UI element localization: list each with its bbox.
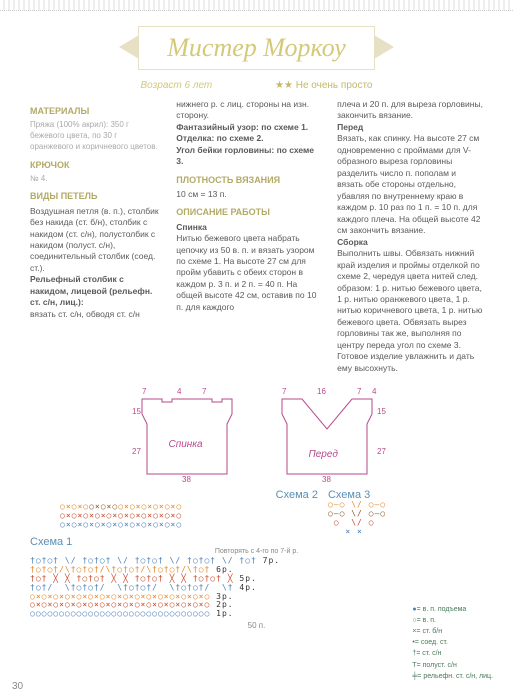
- svg-text:38: 38: [322, 475, 331, 484]
- title-banner: Мистер Моркоу: [0, 26, 513, 70]
- scallop-border: [0, 0, 513, 11]
- page-title: Мистер Моркоу: [138, 26, 375, 70]
- gauge-text: 10 см = 13 п.: [176, 189, 322, 200]
- chart23-row: Схема 2 ○×○×○○×○×○○×○×○×○×○×○ ○×○×○×○×○×…: [0, 489, 513, 536]
- hook-hdr: КРЮЧОК: [30, 159, 161, 171]
- svg-text:7: 7: [142, 387, 147, 396]
- front-schematic: 7 16 7 4 38 27 15 Перед: [267, 384, 387, 484]
- column-1: МАТЕРИАЛЫ Пряжа (100% акрил): 350 г беже…: [30, 99, 161, 374]
- legend-stbn: × = ст. б/н: [412, 626, 493, 637]
- c2-line1: нижнего р. с лиц. стороны на изн. сторон…: [176, 99, 322, 122]
- chart3-box: Схема 3 ○—○ \/ ○—○ ○—○ \/ ○—○ ○ \/ ○ × ×: [328, 489, 483, 536]
- repeat-note: Повторять с 4-го по 7-й р.: [0, 548, 513, 555]
- legend: ● = в. п. подъема ○ = в. п. × = ст. б/н …: [412, 604, 493, 682]
- column-3: плеча и 20 п. для выреза горловины, зако…: [337, 99, 483, 374]
- asm-hdr: Сборка: [337, 237, 483, 248]
- legend-soed: • = соед. ст.: [412, 637, 493, 648]
- svg-text:7: 7: [202, 387, 207, 396]
- c2-otd: Отделка: по схеме 2.: [176, 133, 322, 144]
- svg-text:27: 27: [132, 447, 141, 456]
- age-label: Возраст 6 лет: [140, 80, 212, 91]
- relief-text: вязать ст. с/н, обводя ст. с/н: [30, 309, 161, 320]
- meta-row: Возраст 6 лет ★★ Не очень просто: [0, 80, 513, 91]
- text-columns: МАТЕРИАЛЫ Пряжа (100% акрил): 350 г беже…: [0, 99, 513, 374]
- legend-stsn: † = ст. с/н: [412, 648, 493, 659]
- back-text: Нитью бежевого цвета набрать цепочку из …: [176, 233, 322, 313]
- schematic-row: 7 4 7 38 27 15 Спинка 7 16 7 4 38 27 15 …: [0, 374, 513, 489]
- stitches-hdr: ВИДЫ ПЕТЕЛЬ: [30, 190, 161, 202]
- relief-hdr: Рельефный столбик с накидом, лицевой (ре…: [30, 274, 161, 308]
- chart2-box: Схема 2 ○×○×○○×○×○○×○×○×○×○×○ ○×○×○×○×○×…: [30, 489, 318, 536]
- back-svg: 7 4 7 38 27 15: [127, 384, 247, 484]
- chart3-symbols: ○—○ \/ ○—○ ○—○ \/ ○—○ ○ \/ ○ × ×: [328, 501, 483, 536]
- hook-text: № 4.: [30, 174, 161, 185]
- c2-fant: Фантазийный узор: по схеме 1.: [176, 122, 322, 133]
- legend-relief: ╪ = рельефн. ст. с/н, лиц.: [412, 671, 493, 682]
- svg-text:15: 15: [377, 407, 386, 416]
- svg-text:38: 38: [182, 475, 191, 484]
- stitches-text: Воздушная петля (в. п.), столбик без нак…: [30, 206, 161, 275]
- front-svg: 7 16 7 4 38 27 15: [267, 384, 387, 484]
- difficulty-label: ★★ Не очень просто: [275, 80, 372, 91]
- chart2-title: Схема 2: [30, 489, 318, 501]
- work-hdr: ОПИСАНИЕ РАБОТЫ: [176, 206, 322, 218]
- gauge-hdr: ПЛОТНОСТЬ ВЯЗАНИЯ: [176, 174, 322, 186]
- column-2: нижнего р. с лиц. стороны на изн. сторон…: [176, 99, 322, 374]
- back-schematic: 7 4 7 38 27 15 Спинка: [127, 384, 247, 484]
- asm-text: Выполнить швы. Обвязать нижний край изде…: [337, 248, 483, 374]
- back-label: Спинка: [169, 439, 203, 450]
- chart1-title: Схема 1: [30, 536, 513, 548]
- c2-ugol: Угол бейки горловины: по схеме 3.: [176, 145, 322, 168]
- legend-vp: ● = в. п. подъема: [412, 604, 493, 615]
- page-number: 30: [12, 681, 23, 692]
- c3-line1: плеча и 20 п. для выреза горловины, зако…: [337, 99, 483, 122]
- legend-polust: T = полуст. с/н: [412, 660, 493, 671]
- svg-text:4: 4: [177, 387, 182, 396]
- svg-text:7: 7: [357, 387, 362, 396]
- svg-text:27: 27: [377, 447, 386, 456]
- materials-text: Пряжа (100% акрил): 350 г бежевого цвета…: [30, 120, 161, 152]
- front-hdr: Перед: [337, 122, 483, 133]
- back-hdr: Спинка: [176, 222, 322, 233]
- svg-text:4: 4: [372, 387, 377, 396]
- svg-text:15: 15: [132, 407, 141, 416]
- legend-vp2: ○ = в. п.: [412, 615, 493, 626]
- materials-hdr: МАТЕРИАЛЫ: [30, 105, 161, 117]
- front-text: Вязать, как спинку. На высоте 27 см одно…: [337, 133, 483, 236]
- svg-text:16: 16: [317, 387, 326, 396]
- chart2-symbols: ○×○×○○×○×○○×○×○×○×○×○ ○×○×○×○×○×○×○×○×○×…: [30, 501, 318, 531]
- front-label: Перед: [309, 449, 338, 460]
- svg-text:7: 7: [282, 387, 287, 396]
